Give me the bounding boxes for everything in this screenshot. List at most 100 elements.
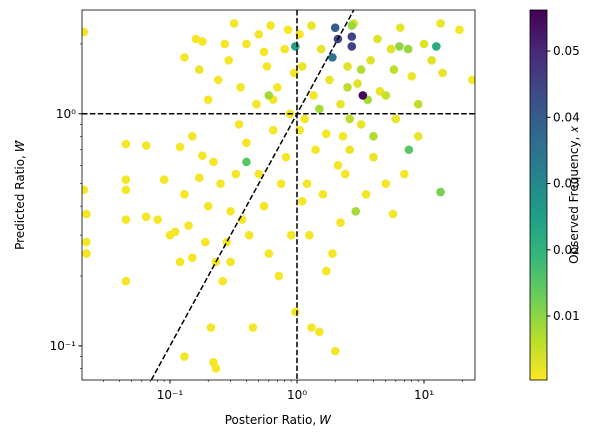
point: [248, 323, 258, 332]
point: [226, 207, 235, 216]
point: [170, 227, 180, 237]
point: [436, 19, 445, 28]
point: [315, 104, 324, 114]
point: [297, 196, 307, 206]
point: [336, 99, 345, 109]
point: [213, 75, 223, 85]
point: [361, 189, 371, 199]
x-axis-label: Posterior Ratio, 𝑊: [225, 413, 332, 427]
point: [300, 114, 309, 124]
point: [307, 21, 316, 30]
point: [141, 212, 151, 222]
point: [121, 175, 131, 185]
colorbar-label: Observed Frequency, 𝑥: [567, 126, 581, 264]
point: [82, 237, 91, 247]
point: [455, 25, 464, 35]
point: [153, 215, 162, 224]
point: [283, 25, 293, 35]
point: [82, 209, 91, 219]
point: [386, 44, 396, 54]
point: [175, 257, 185, 267]
point: [236, 83, 245, 92]
point: [407, 72, 417, 81]
point: [366, 56, 375, 65]
point: [297, 62, 307, 71]
reference-diagonal: [150, 10, 355, 380]
point: [389, 65, 399, 74]
point: [198, 37, 207, 46]
point: [188, 131, 197, 141]
point: [400, 169, 409, 179]
point: [381, 179, 391, 188]
point: [468, 75, 475, 85]
plot-frame: [81, 9, 476, 381]
point: [336, 218, 345, 227]
point: [194, 173, 204, 183]
point: [82, 185, 89, 195]
point: [218, 276, 227, 286]
point: [254, 30, 264, 39]
x-tick-label: 10¹: [414, 388, 434, 402]
point: [203, 201, 213, 211]
x-tick-label: 10⁰: [287, 388, 307, 402]
point: [191, 34, 201, 44]
point: [259, 201, 269, 211]
point: [395, 23, 405, 32]
point: [121, 215, 131, 224]
point: [330, 346, 340, 356]
point: [180, 189, 189, 199]
y-tick-label: 10⁻¹: [50, 339, 77, 353]
point: [206, 323, 216, 332]
point: [175, 142, 185, 152]
point: [347, 32, 357, 41]
point: [381, 91, 391, 100]
point: [311, 145, 320, 155]
point: [343, 83, 352, 92]
point: [121, 276, 131, 286]
point: [315, 327, 324, 337]
point: [234, 120, 244, 129]
point: [220, 39, 230, 49]
point: [82, 27, 89, 37]
colorbar-tick-label: 0.02: [553, 243, 580, 257]
point: [328, 53, 337, 62]
point: [369, 152, 378, 162]
y-tick-label: 10⁰: [56, 107, 76, 121]
point: [222, 237, 232, 247]
point: [209, 157, 218, 167]
point: [353, 79, 362, 88]
point: [121, 139, 131, 149]
colorbar-tick-label: 0.04: [553, 110, 580, 124]
point: [259, 47, 269, 57]
point: [203, 95, 213, 105]
point: [345, 145, 355, 155]
point: [438, 68, 447, 78]
point: [159, 175, 169, 185]
point: [347, 42, 357, 51]
point: [356, 120, 366, 129]
point: [194, 65, 204, 74]
point: [226, 257, 235, 267]
point: [274, 271, 284, 281]
point: [369, 131, 378, 141]
point: [302, 179, 312, 188]
point: [286, 230, 296, 240]
point: [373, 34, 382, 44]
point: [82, 249, 91, 258]
point: [291, 307, 300, 317]
point: [413, 99, 423, 109]
colorbar-tick-label: 0.05: [553, 44, 580, 58]
point: [121, 185, 131, 195]
point: [262, 62, 272, 71]
point: [224, 56, 234, 65]
point: [180, 352, 189, 361]
point: [338, 131, 348, 141]
point: [309, 91, 318, 100]
x-tick-label: 10⁻¹: [157, 388, 184, 402]
point: [316, 44, 326, 54]
point: [229, 19, 239, 28]
point: [264, 91, 274, 100]
point: [404, 145, 414, 155]
point: [307, 323, 316, 332]
